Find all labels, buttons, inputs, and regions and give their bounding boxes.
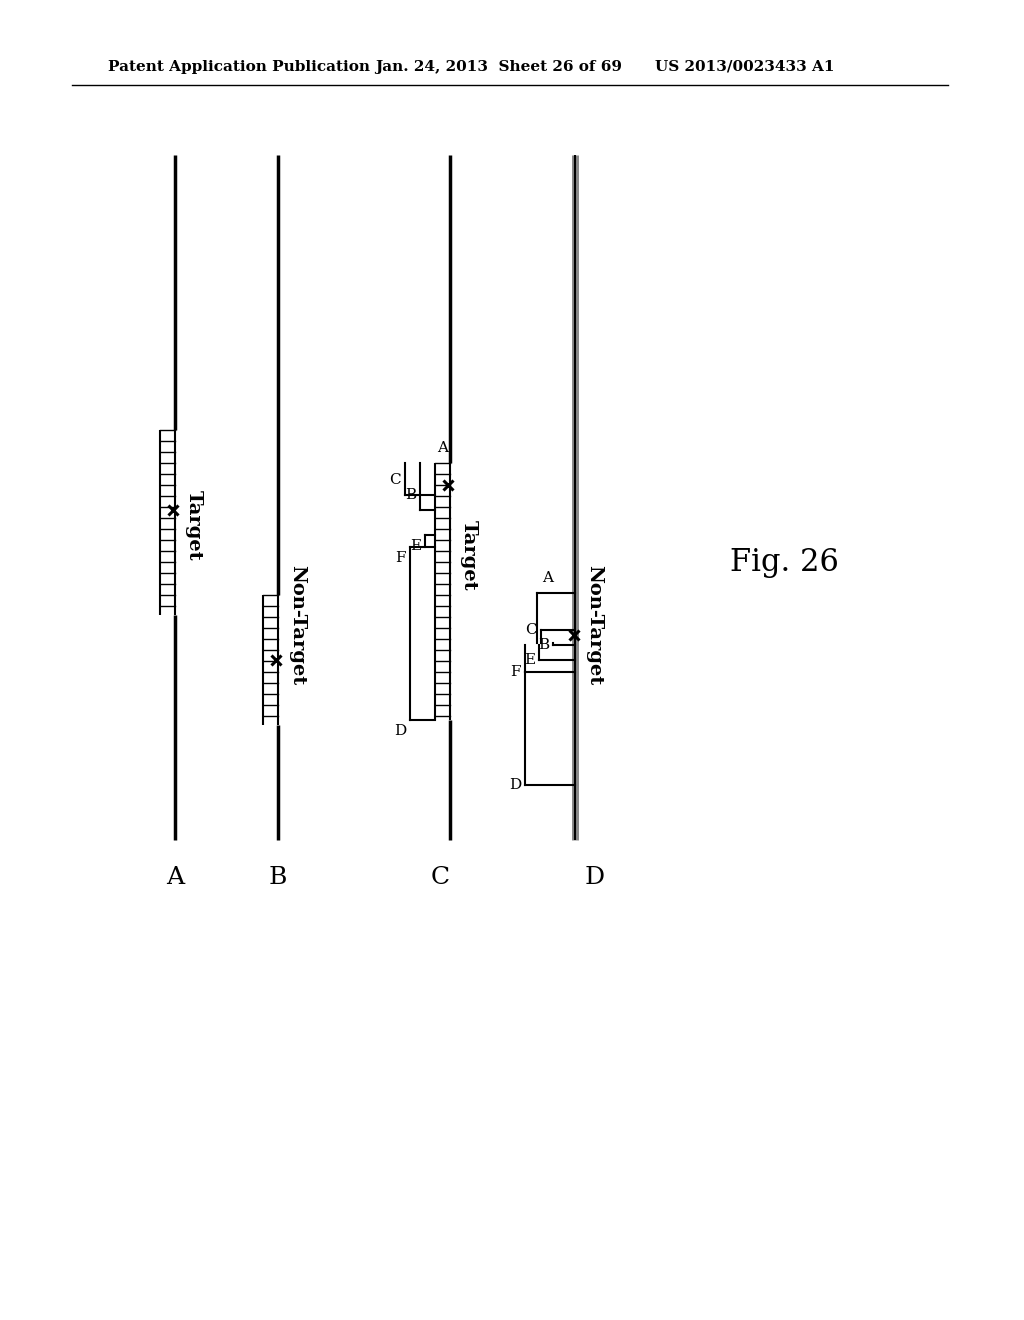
Text: Patent Application Publication: Patent Application Publication	[108, 59, 370, 74]
Text: E: E	[410, 539, 421, 553]
Text: A: A	[437, 441, 449, 455]
Text: D: D	[509, 777, 521, 792]
Text: C: C	[430, 866, 450, 890]
Text: US 2013/0023433 A1: US 2013/0023433 A1	[655, 59, 835, 74]
Text: A: A	[166, 866, 184, 890]
Text: Non-Target: Non-Target	[585, 565, 603, 685]
Text: D: D	[585, 866, 605, 890]
Text: E: E	[524, 653, 535, 667]
Text: C: C	[389, 473, 401, 487]
Text: B: B	[538, 638, 549, 652]
Text: A: A	[542, 572, 553, 585]
Text: F: F	[395, 550, 406, 565]
Text: D: D	[394, 723, 406, 738]
Text: F: F	[511, 665, 521, 678]
Text: C: C	[525, 623, 537, 638]
Text: Jan. 24, 2013  Sheet 26 of 69: Jan. 24, 2013 Sheet 26 of 69	[375, 59, 622, 74]
Text: Fig. 26: Fig. 26	[730, 548, 839, 578]
Text: Target: Target	[185, 490, 203, 560]
Text: Target: Target	[460, 520, 478, 590]
Text: B: B	[269, 866, 287, 890]
Text: B: B	[404, 488, 416, 502]
Text: Non-Target: Non-Target	[288, 565, 306, 685]
